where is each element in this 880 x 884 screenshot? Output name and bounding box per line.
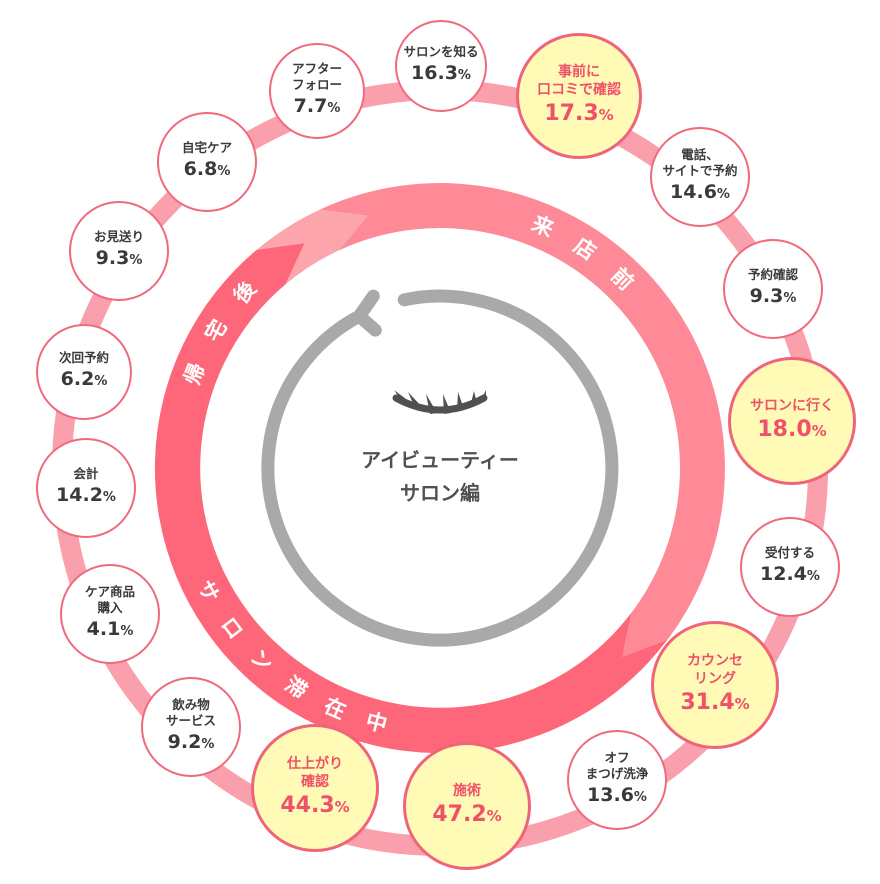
step-value-unit: %	[457, 68, 471, 83]
step-value-unit: %	[783, 291, 797, 306]
step-label: 自宅ケア	[181, 140, 232, 155]
step-value: 6.8%	[184, 157, 231, 184]
step-label: ケア商品 購入	[84, 584, 135, 615]
step-label: 受付する	[764, 545, 815, 560]
step-node: 電話、 サイトで予約 14.6%	[650, 127, 750, 227]
step-node: 受付する 12.4%	[740, 517, 840, 617]
step-value: 6.2%	[61, 367, 108, 394]
step-value-number: 14.2	[56, 484, 103, 506]
step-node-highlighted: カウンセ リング 31.4%	[651, 621, 779, 749]
title-line-1: アイビューティー	[361, 448, 519, 472]
step-value: 14.6%	[670, 180, 730, 207]
step-node: 飲み物 サービス 9.2%	[141, 677, 241, 777]
step-label: 予約確認	[747, 267, 798, 282]
step-node-highlighted: 施術 47.2%	[403, 742, 531, 870]
step-node: 会計 14.2%	[36, 438, 136, 538]
step-value-unit: %	[806, 569, 820, 584]
step-node-highlighted: サロンに行く 18.0%	[728, 357, 856, 485]
step-label: カウンセ リング	[687, 653, 743, 687]
closed-eye-lashes-icon	[392, 390, 488, 414]
step-value-number: 47.2	[432, 802, 487, 827]
step-node: サロンを知る 16.3%	[395, 20, 487, 112]
phase-band-after	[256, 209, 368, 285]
step-value-number: 18.0	[757, 417, 812, 442]
step-value-number: 12.4	[760, 563, 807, 585]
step-value: 4.1%	[87, 617, 134, 644]
step-value-unit: %	[201, 737, 215, 752]
step-label: 次回予約	[58, 350, 109, 365]
step-node-highlighted: 仕上がり 確認 44.3%	[251, 724, 379, 852]
step-label: アフター フォロー	[291, 61, 342, 92]
step-value-unit: %	[102, 490, 116, 505]
step-label: 仕上がり 確認	[287, 756, 343, 790]
step-value-number: 9.2	[167, 731, 202, 753]
step-label: 電話、 サイトで予約	[662, 147, 738, 178]
step-value: 31.4%	[680, 689, 749, 718]
title-line-2: サロン編	[400, 481, 480, 505]
step-label: サロンに行く	[750, 398, 834, 414]
step-node: 自宅ケア 6.8%	[157, 112, 257, 212]
step-node: ケア商品 購入 4.1%	[60, 564, 160, 664]
step-value: 12.4%	[760, 562, 820, 589]
step-value-unit: %	[811, 422, 827, 440]
step-value: 13.6%	[587, 783, 647, 810]
step-value-unit: %	[120, 624, 134, 639]
step-value-unit: %	[734, 695, 750, 713]
step-value-unit: %	[327, 101, 341, 116]
step-node: アフター フォロー 7.7%	[269, 43, 365, 139]
step-value-unit: %	[334, 798, 350, 816]
step-value: 9.3%	[750, 284, 797, 311]
step-value-number: 16.3	[411, 62, 458, 84]
step-value: 47.2%	[432, 801, 501, 830]
step-label: オフ まつげ洗浄	[585, 750, 649, 781]
step-label: お見送り	[93, 229, 144, 244]
step-value: 18.0%	[757, 416, 826, 445]
step-value: 17.3%	[544, 100, 613, 129]
step-value-unit: %	[217, 164, 231, 179]
phase-band-before	[319, 183, 725, 657]
step-value-number: 13.6	[587, 784, 634, 806]
step-label: 会計	[73, 466, 99, 481]
step-value: 44.3%	[280, 792, 349, 821]
step-value-number: 7.7	[293, 95, 328, 117]
step-label: 事前に 口コミで確認	[537, 64, 621, 98]
step-value: 7.7%	[294, 94, 341, 121]
step-value-number: 17.3	[544, 101, 599, 126]
step-label: サロンを知る	[403, 44, 479, 59]
step-value: 9.3%	[96, 246, 143, 273]
step-value-unit: %	[716, 187, 730, 202]
step-value-number: 6.2	[60, 368, 95, 390]
step-label: 飲み物 サービス	[165, 697, 216, 728]
diagram-title: アイビューティー サロン編	[320, 444, 560, 510]
step-value-unit: %	[598, 106, 614, 124]
step-value: 9.2%	[168, 730, 215, 757]
step-node: オフ まつげ洗浄 13.6%	[567, 730, 667, 830]
circular-arrow-icon	[261, 289, 619, 647]
step-node: お見送り 9.3%	[69, 201, 169, 301]
step-node: 予約確認 9.3%	[723, 239, 823, 339]
step-value-unit: %	[486, 807, 502, 825]
step-value-number: 9.3	[749, 285, 784, 307]
step-value-number: 9.3	[95, 247, 130, 269]
step-node-highlighted: 事前に 口コミで確認 17.3%	[516, 33, 642, 159]
step-value-number: 4.1	[86, 618, 121, 640]
step-value-unit: %	[633, 790, 647, 805]
step-value-number: 31.4	[680, 690, 735, 715]
step-value-unit: %	[129, 253, 143, 268]
step-value: 16.3%	[411, 61, 471, 88]
step-label: 施術	[453, 783, 481, 799]
step-node: 次回予約 6.2%	[36, 324, 132, 420]
step-value-unit: %	[94, 374, 108, 389]
step-value-number: 44.3	[280, 793, 335, 818]
step-value: 14.2%	[56, 483, 116, 510]
step-value-number: 14.6	[670, 181, 717, 203]
step-value-number: 6.8	[183, 158, 218, 180]
